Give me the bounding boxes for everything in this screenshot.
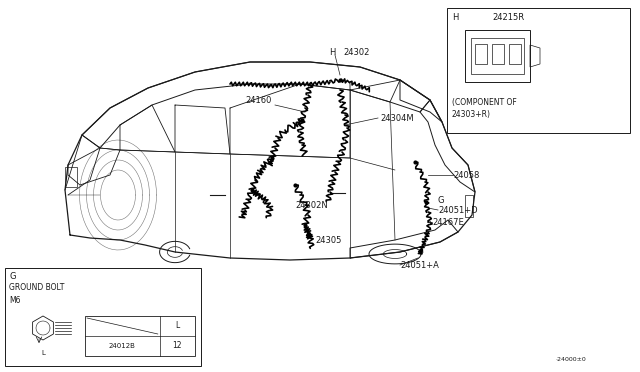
Text: 24302: 24302 — [343, 48, 369, 57]
Text: 24058: 24058 — [453, 170, 479, 180]
Bar — [465, 195, 473, 217]
Bar — [5, 268, 201, 366]
Bar — [65, 167, 77, 187]
Text: (COMPONENT OF: (COMPONENT OF — [452, 98, 516, 107]
Bar — [447, 8, 630, 133]
Text: 24167E: 24167E — [432, 218, 464, 227]
Text: 24305: 24305 — [315, 235, 341, 244]
Text: L: L — [175, 321, 180, 330]
Text: 24303+R): 24303+R) — [452, 110, 491, 119]
Text: 24051+D: 24051+D — [438, 205, 477, 215]
Text: 24215R: 24215R — [492, 13, 524, 22]
Text: H: H — [329, 48, 335, 57]
Text: GROUND BOLT: GROUND BOLT — [9, 283, 65, 292]
Text: ·24000±0: ·24000±0 — [555, 357, 586, 362]
Text: 24302N: 24302N — [295, 201, 328, 209]
Text: M6: M6 — [9, 296, 20, 305]
Text: 24051+A: 24051+A — [400, 260, 439, 269]
Bar — [85, 316, 195, 356]
Text: L: L — [41, 350, 45, 356]
Text: 24160: 24160 — [245, 96, 271, 105]
Text: H: H — [452, 13, 458, 22]
Bar — [509, 44, 521, 64]
Text: 24304M: 24304M — [380, 113, 413, 122]
Text: 24012B: 24012B — [109, 343, 136, 349]
Text: 12: 12 — [173, 341, 182, 350]
Bar — [475, 44, 487, 64]
Text: G: G — [9, 272, 15, 281]
Bar — [492, 44, 504, 64]
Text: G: G — [438, 196, 445, 205]
